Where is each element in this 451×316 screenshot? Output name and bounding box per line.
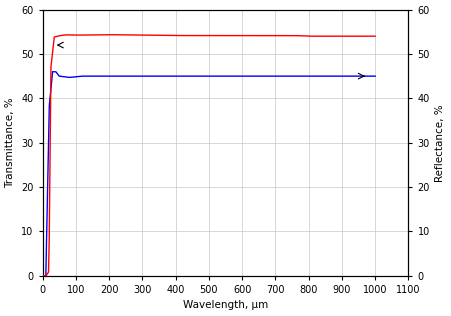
Y-axis label: Transmittance, %: Transmittance, % <box>5 97 15 188</box>
Y-axis label: Reflectance, %: Reflectance, % <box>436 104 446 181</box>
X-axis label: Wavelength, μm: Wavelength, μm <box>183 301 268 310</box>
